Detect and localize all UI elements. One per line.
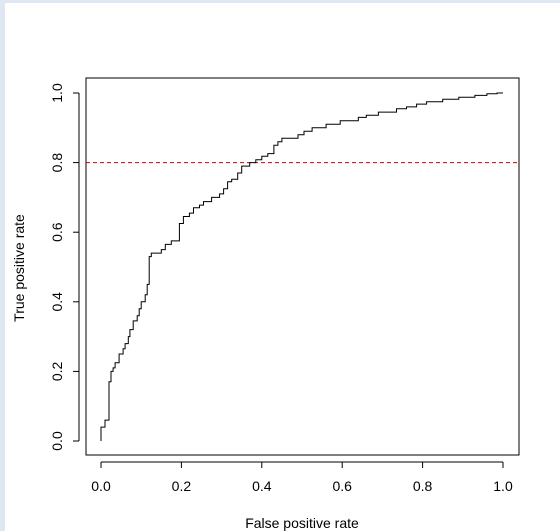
y-axis-title: True positive rate (11, 214, 27, 322)
plot-box (85, 77, 520, 456)
y-tick-label: 0.6 (49, 222, 65, 242)
y-tick-label: 0.0 (49, 431, 65, 451)
y-tick-label: 0.4 (49, 292, 65, 312)
y-tick-label: 1.0 (49, 83, 65, 103)
x-tick-label: 0.6 (332, 478, 352, 494)
window-left-edge (0, 0, 5, 531)
x-tick-label: 0.8 (413, 478, 433, 494)
window-top-edge (0, 0, 560, 3)
y-axis: 0.0 0.2 0.4 0.6 0.8 1.0 (49, 83, 80, 451)
x-tick-label: 0.2 (172, 478, 192, 494)
roc-curve (100, 92, 503, 441)
x-tick-label: 0.0 (91, 478, 111, 494)
y-tick-label: 0.2 (49, 361, 65, 381)
x-axis: 0.0 0.2 0.4 0.6 0.8 1.0 (91, 461, 513, 494)
y-tick-label: 0.8 (49, 153, 65, 173)
x-axis-title: False positive rate (245, 515, 359, 531)
x-tick-label: 0.4 (252, 478, 272, 494)
x-tick-label: 1.0 (493, 478, 513, 494)
